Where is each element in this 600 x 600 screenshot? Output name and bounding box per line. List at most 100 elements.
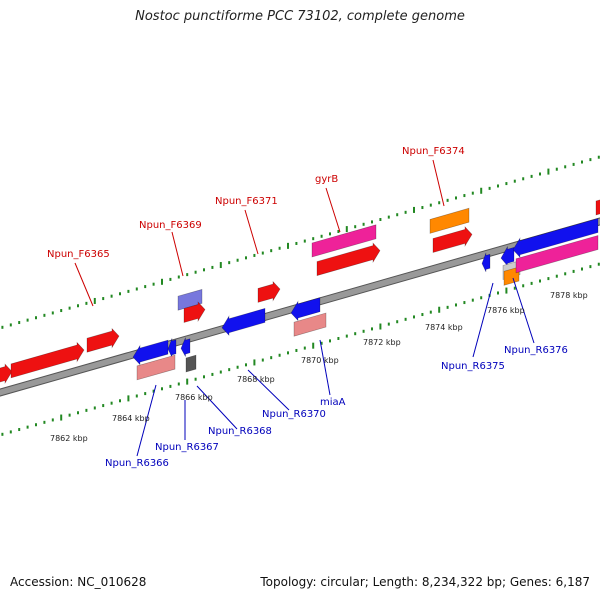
gene-feature[interactable] — [503, 266, 520, 286]
forward-strand-dotted-ruler — [1, 155, 600, 329]
minor-tick — [337, 336, 340, 340]
leader-line — [432, 159, 445, 207]
gene-label-forward[interactable]: Npun_F6369 — [139, 220, 202, 231]
minor-tick — [270, 249, 273, 253]
gene-label-reverse[interactable]: miaA — [320, 397, 346, 408]
minor-tick — [253, 253, 256, 257]
minor-tick — [387, 322, 390, 326]
leader-line — [319, 339, 331, 396]
minor-tick — [194, 377, 197, 381]
minor-tick — [429, 203, 432, 207]
leader-line — [74, 262, 94, 307]
minor-tick — [572, 269, 575, 273]
gene-label-reverse[interactable]: Npun_R6368 — [208, 426, 272, 437]
minor-tick — [488, 186, 491, 190]
gene-feature[interactable] — [293, 312, 327, 337]
minor-tick — [480, 296, 483, 300]
minor-tick — [110, 401, 113, 405]
leader-line — [136, 384, 157, 457]
minor-tick — [455, 303, 457, 307]
minor-tick — [329, 232, 331, 236]
gene-feature[interactable] — [515, 235, 599, 274]
major-tick — [287, 242, 289, 249]
gene-feature[interactable] — [0, 363, 13, 385]
minor-tick — [354, 332, 357, 336]
scale-label: 7874 kbp — [425, 323, 463, 332]
gene-feature[interactable] — [136, 354, 176, 381]
minor-tick — [564, 272, 567, 276]
minor-tick — [312, 237, 315, 241]
gene-label-reverse[interactable]: Npun_R6375 — [441, 361, 505, 372]
gene-feature[interactable] — [177, 289, 203, 311]
gene-feature[interactable] — [432, 226, 473, 253]
minor-tick — [597, 262, 600, 266]
minor-tick — [177, 382, 180, 386]
minor-tick — [597, 155, 600, 159]
gene-feature[interactable] — [180, 337, 191, 357]
gene-feature[interactable] — [311, 224, 377, 258]
minor-tick — [270, 356, 273, 360]
minor-tick — [530, 281, 533, 285]
minor-tick — [589, 158, 592, 162]
minor-tick — [404, 210, 407, 214]
major-tick — [480, 187, 483, 194]
minor-tick — [555, 274, 558, 278]
gene-feature[interactable] — [86, 327, 120, 353]
minor-tick — [463, 301, 466, 305]
gene-features[interactable] — [0, 197, 600, 385]
gene-feature[interactable] — [183, 301, 206, 323]
major-tick — [161, 278, 163, 285]
gene-feature[interactable] — [290, 297, 321, 322]
minor-tick — [186, 273, 189, 277]
minor-tick — [236, 258, 239, 262]
minor-tick — [497, 184, 499, 188]
gene-label-reverse[interactable]: Npun_R6366 — [105, 458, 169, 469]
minor-tick — [9, 323, 12, 327]
gene-label-reverse[interactable]: Npun_R6370 — [262, 409, 326, 420]
gene-feature[interactable] — [10, 341, 85, 379]
minor-tick — [228, 261, 231, 265]
gene-feature[interactable] — [481, 252, 491, 273]
gene-feature[interactable] — [185, 354, 197, 373]
gene-feature[interactable] — [316, 242, 381, 276]
gene-label-forward[interactable]: Npun_F6374 — [402, 146, 465, 157]
gene-labels[interactable]: Npun_F6365 Npun_F6369 Npun_F6371 gyrB Npun_F… — [47, 146, 568, 469]
scale-label: 7870 kbp — [301, 356, 339, 365]
minor-tick — [1, 432, 4, 436]
minor-tick — [51, 418, 54, 422]
minor-tick — [581, 160, 583, 164]
gene-feature[interactable] — [595, 197, 600, 216]
gene-feature[interactable] — [257, 280, 281, 303]
gene-feature[interactable] — [429, 207, 470, 234]
scale-label: 7872 kbp — [363, 338, 401, 347]
gene-label-reverse[interactable]: Npun_R6367 — [155, 442, 219, 453]
gene-feature[interactable] — [512, 218, 599, 258]
scale-label: 7878 kbp — [550, 291, 588, 300]
minor-tick — [110, 294, 113, 298]
minor-tick — [371, 327, 373, 331]
minor-tick — [127, 289, 130, 293]
minor-tick — [295, 241, 298, 245]
minor-tick — [362, 329, 365, 333]
minor-tick — [572, 162, 575, 166]
minor-tick — [404, 317, 407, 321]
minor-tick — [345, 334, 348, 338]
minor-tick — [228, 368, 231, 372]
minor-tick — [396, 213, 399, 217]
minor-tick — [26, 425, 29, 429]
major-tick — [219, 262, 222, 269]
minor-tick — [429, 310, 432, 314]
gene-label-forward[interactable]: gyrB — [315, 174, 338, 185]
minor-tick — [161, 387, 163, 391]
gene-label-forward[interactable]: Npun_F6365 — [47, 249, 110, 260]
gene-label-forward[interactable]: Npun_F6371 — [215, 196, 278, 207]
minor-tick — [119, 292, 121, 296]
major-tick — [312, 342, 315, 349]
minor-tick — [219, 370, 222, 374]
gene-feature[interactable] — [132, 339, 169, 366]
minor-tick — [68, 413, 71, 417]
leader-line — [247, 369, 290, 411]
gene-label-reverse[interactable]: Npun_R6376 — [504, 345, 568, 356]
gene-feature[interactable] — [221, 308, 266, 336]
